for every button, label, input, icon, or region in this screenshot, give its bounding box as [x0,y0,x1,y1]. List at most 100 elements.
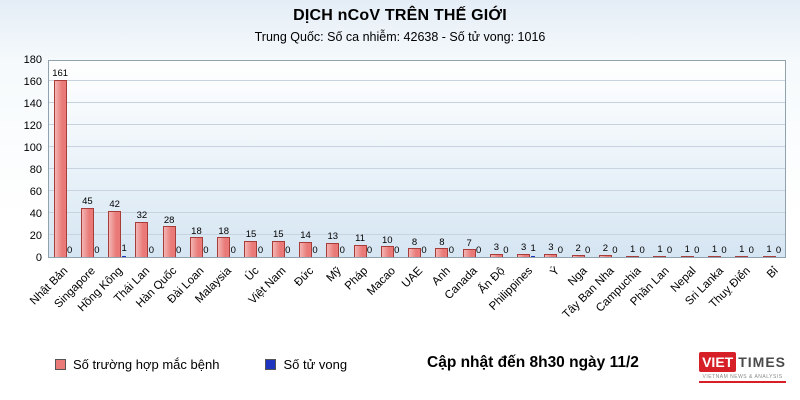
bar-value-label: 0 [257,244,264,256]
cases-bar: 1 [735,245,749,257]
bar-group: 15 0 [267,61,294,257]
y-axis-tick: 160 [23,76,42,88]
cases-bar: 7 [462,238,476,257]
cases-bar: 18 [189,226,203,257]
x-axis-label: Đức [292,265,317,289]
x-axis-cell: Anh [429,259,458,351]
bar-value-label: 1 [657,244,663,256]
bar-value-label: 2 [602,243,609,255]
y-axis-tick: 20 [29,230,42,242]
gridline [49,190,785,191]
x-axis-label: Anh [429,265,453,288]
bar-value-label: 0 [366,244,373,256]
cases-bar: 15 [271,229,285,257]
bar-value-label: 1 [630,244,636,256]
bar-value-label: 0 [176,244,182,256]
x-axis-cell: UAE [400,259,430,351]
cases-bar: 10 [380,235,394,257]
x-axis-cell: Hàn Quốc [134,259,184,351]
bar-value-label: 0 [475,244,482,256]
cases-bar: 18 [217,226,231,257]
bar-value-label: 32 [136,210,148,222]
bar-value-label: 0 [639,244,645,256]
x-axis-label: Mỹ [324,265,344,285]
cases-bar: 42 [108,199,122,257]
bar-value-label: 0 [312,244,318,256]
cases-swatch [55,359,66,370]
deaths-swatch [265,359,277,370]
gridline [49,80,785,81]
gridline [49,212,785,213]
x-axis-cell: Mỹ [321,259,348,351]
bar-group: 15 0 [240,61,267,257]
bar-value-label: 11 [355,233,365,245]
gridline [49,234,785,235]
y-axis-tick: 60 [29,186,42,198]
y-axis-tick: 120 [23,120,42,132]
bar-value-label: 15 [245,229,257,241]
legend: Số trường hợp mắc bệnh Số tử vong [55,357,347,372]
bar-group: 42 1 [104,61,131,257]
bar-value-label: 3 [493,242,500,254]
bar-value-label: 8 [411,236,418,248]
cases-bar: 32 [135,210,149,257]
legend-label-deaths: Số tử vong [283,357,348,372]
x-axis-cell: Malaysia [194,259,239,351]
bar-value-label: 0 [230,244,236,256]
bar-value-label: 0 [748,244,754,256]
bar-value-label: 18 [218,225,230,237]
plot-area: 161 0 45 0 42 1 32 0 28 0 18 0 18 0 15 0 15 0 14 0 13 0 11 0 10 0… [48,60,786,258]
bar-value-label: 3 [520,242,527,254]
x-axis-cell: Thuỵ Điển [708,259,758,351]
cases-bar: 8 [435,237,449,257]
bar-group: 161 0 [49,61,76,257]
cases-bar: 2 [598,243,612,257]
bar-value-label: 0 [203,244,209,256]
bar-group: 18 0 [185,61,212,257]
x-axis-label: UAE [400,265,426,291]
x-axis-label: Nga [565,265,590,289]
bar-value-label: 3 [548,242,554,254]
x-axis-cell: Việt Nam [247,259,294,351]
cases-bar: 2 [571,243,585,257]
cases-bar: 15 [244,229,258,257]
legend-label-cases: Số trường hợp mắc bệnh [73,357,220,372]
bar-value-label: 8 [439,236,445,248]
x-axis-cell: Bỉ [759,259,786,351]
logo-wordmark: VIET TIMES [699,352,786,372]
bar-value-label: 0 [721,244,727,256]
x-axis-cell: Canada [443,259,485,351]
bar-value-label: 0 [612,244,618,256]
bar-value-label: 1 [684,244,690,256]
bar-value-label: 0 [666,244,673,256]
cases-bar: 14 [299,230,313,257]
cases-bar: 11 [353,234,367,257]
bar-value-label: 13 [327,231,339,243]
bar-group: 13 0 [322,61,349,257]
x-axis: Nhật Bản Singapore Hồng Kông Thái Lan Hàn Qu… [28,259,786,351]
bar-value-label: 0 [775,244,782,256]
bar-group: 10 0 [376,61,403,257]
logo-viet: VIET [699,352,737,372]
logo-times: TIMES [738,354,786,370]
bar-group: 45 0 [76,61,103,257]
bar-value-label: 1 [739,244,745,256]
x-axis-cell: Phần Lan [628,259,676,351]
bar-value-label: 7 [466,237,472,249]
y-axis-tick: 80 [29,164,42,176]
x-axis-label: Bỉ [764,265,781,281]
cases-bar: 28 [162,215,176,257]
legend-item-cases: Số trường hợp mắc bệnh [55,357,219,372]
bar-value-label: 0 [339,244,345,256]
gridline [49,146,785,147]
x-axis-cell: Đài Loan [166,259,212,351]
bar-value-label: 42 [109,199,120,211]
bar-value-label: 18 [191,225,202,237]
cases-bar: 161 [52,69,68,257]
cases-bar: 45 [80,196,94,257]
